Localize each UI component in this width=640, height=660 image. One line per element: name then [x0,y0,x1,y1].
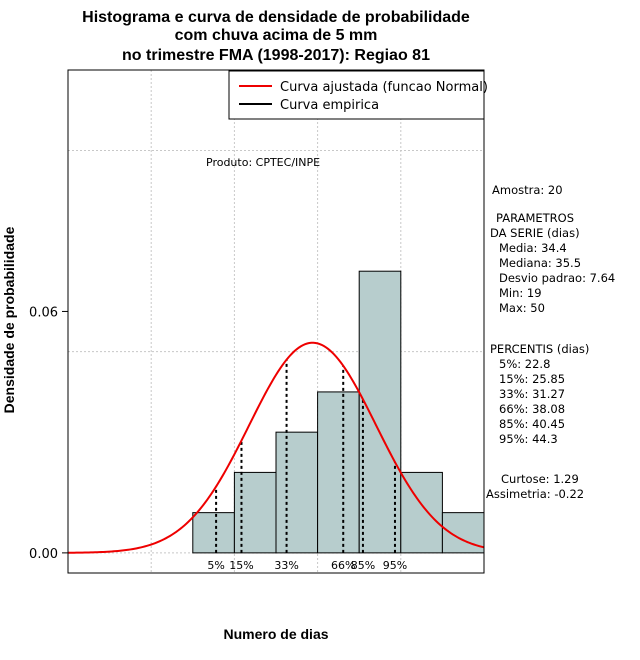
sample-size: Amostra: 20 [492,183,563,197]
y-axis-label: Densidade de probabilidade [1,226,17,413]
param-mean: Media: 34.4 [499,241,567,255]
histogram-bar [317,391,360,554]
y-tick-label: 0.06 [29,305,58,320]
histogram-bar [400,471,443,554]
percentile-label: 95% [383,559,407,572]
product-label: Produto: CPTEC/INPE [206,156,320,169]
percentile-label: 5% [207,559,224,572]
params-header-2: DA SERIE (dias) [490,226,580,240]
params-header-1: PARAMETROS [496,211,574,225]
param-stddev: Desvio padrao: 7.64 [499,271,615,285]
histogram-bar [275,431,319,554]
percentile-labels: 5% 15% 33% 66%85% 95% [207,559,407,572]
normal-curve [67,341,485,554]
param-min: Min: 19 [499,286,542,300]
percentile-15: 15%: 25.85 [499,372,565,386]
chart-title-line-2: com chuva acima de 5 mm [175,27,378,44]
chart-title-line-1: Histograma e curva de densidade de proba… [82,9,470,26]
statistics-panel: Amostra: 20 PARAMETROS DA SERIE (dias) M… [486,183,615,501]
plot-frame [67,69,485,574]
percentiles-header: PERCENTIS (dias) [490,342,589,356]
kurtosis: Curtose: 1.29 [501,472,579,486]
param-max: Max: 50 [499,301,545,315]
percentile-95: 95%: 44.3 [499,432,558,446]
skewness: Assimetria: -0.22 [486,487,584,501]
normal-curve-line [67,341,485,554]
percentile-5: 5%: 22.8 [499,357,550,371]
percentile-label: 33% [274,559,298,572]
histogram-bar [192,512,235,554]
percentile-label: 66% [331,559,355,572]
percentile-33: 33%: 31.27 [499,387,565,401]
legend-label-fitted: Curva ajustada (funcao Normal) [280,80,488,95]
param-median: Mediana: 35.5 [499,256,581,270]
y-tick-label: 0.00 [29,547,58,562]
histogram-bar [358,270,402,554]
chart-title-line-3: no trimestre FMA (1998-2017): Regiao 81 [122,47,430,64]
percentile-label: 85% [351,559,375,572]
legend: Curva ajustada (funcao Normal) Curva emp… [228,70,488,120]
histogram-bars [192,270,485,554]
x-axis-label: Numero de dias [223,626,328,642]
percentile-85: 85%: 40.45 [499,417,565,431]
y-axis-ticks: 0.00 0.06 [29,305,68,562]
legend-label-empirical: Curva empirica [280,98,379,113]
percentile-lines [215,359,396,553]
percentile-label: 15% [229,559,253,572]
legend-box [228,70,485,120]
percentile-66: 66%: 38.08 [499,402,565,416]
